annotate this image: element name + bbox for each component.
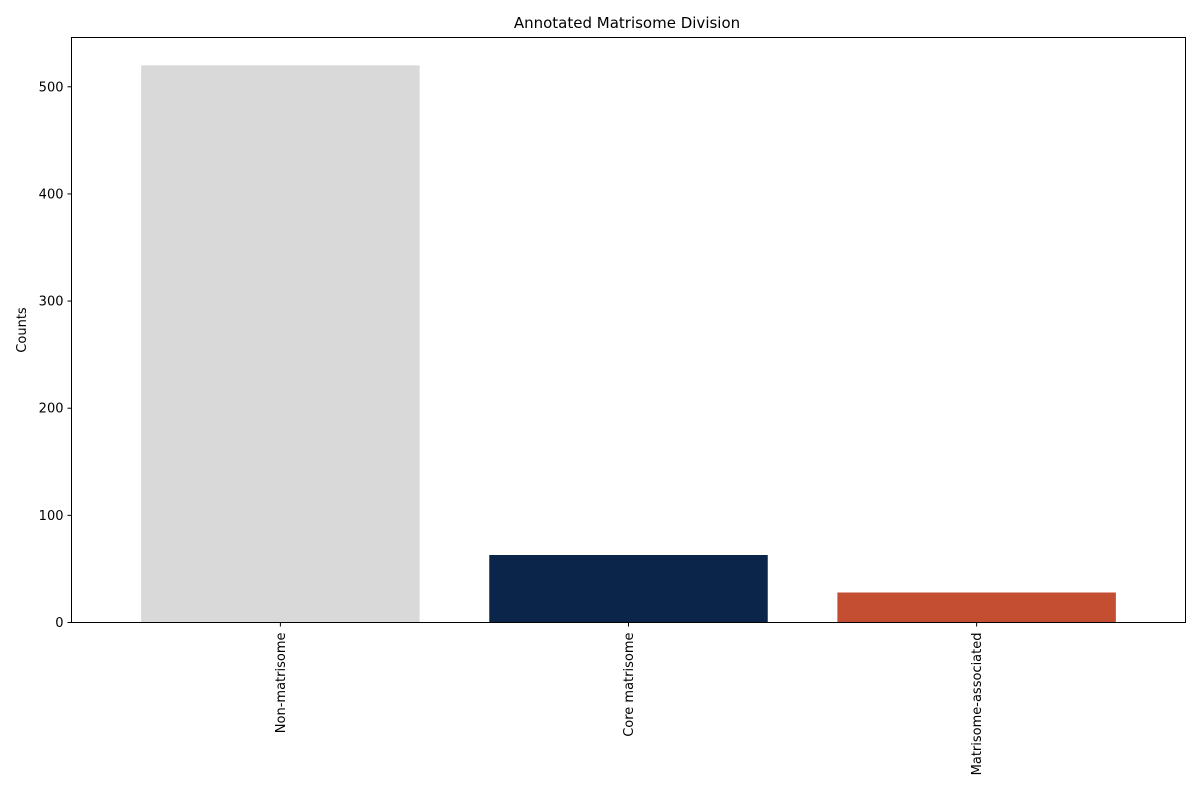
- plot-area-frame: [71, 37, 1186, 623]
- x-tick-label: Core matrisome: [622, 633, 637, 737]
- y-tick-label: 0: [55, 616, 63, 631]
- y-tick-label: 400: [39, 187, 64, 202]
- x-tick-label: Matrisome-associated: [970, 633, 985, 776]
- y-tick-label: 300: [39, 295, 64, 310]
- bars-layer: [141, 65, 1116, 623]
- x-tick-label: Non-matrisome: [274, 633, 289, 734]
- y-ticks-layer: 0 100 200 300 400 500: [39, 80, 72, 631]
- chart-title: Annotated Matrisome Division: [514, 14, 740, 32]
- y-axis-label: Counts: [15, 307, 30, 353]
- x-ticks-layer: Non-matrisome Core matrisome Matrisome-ass…: [274, 622, 985, 776]
- bar-matrisome-associated: [837, 592, 1116, 623]
- y-tick-label: 200: [39, 402, 64, 417]
- y-tick-label: 100: [39, 509, 64, 524]
- y-tick-label: 500: [39, 80, 64, 95]
- bar-non-matrisome: [141, 65, 420, 623]
- bar-core-matrisome: [489, 555, 768, 623]
